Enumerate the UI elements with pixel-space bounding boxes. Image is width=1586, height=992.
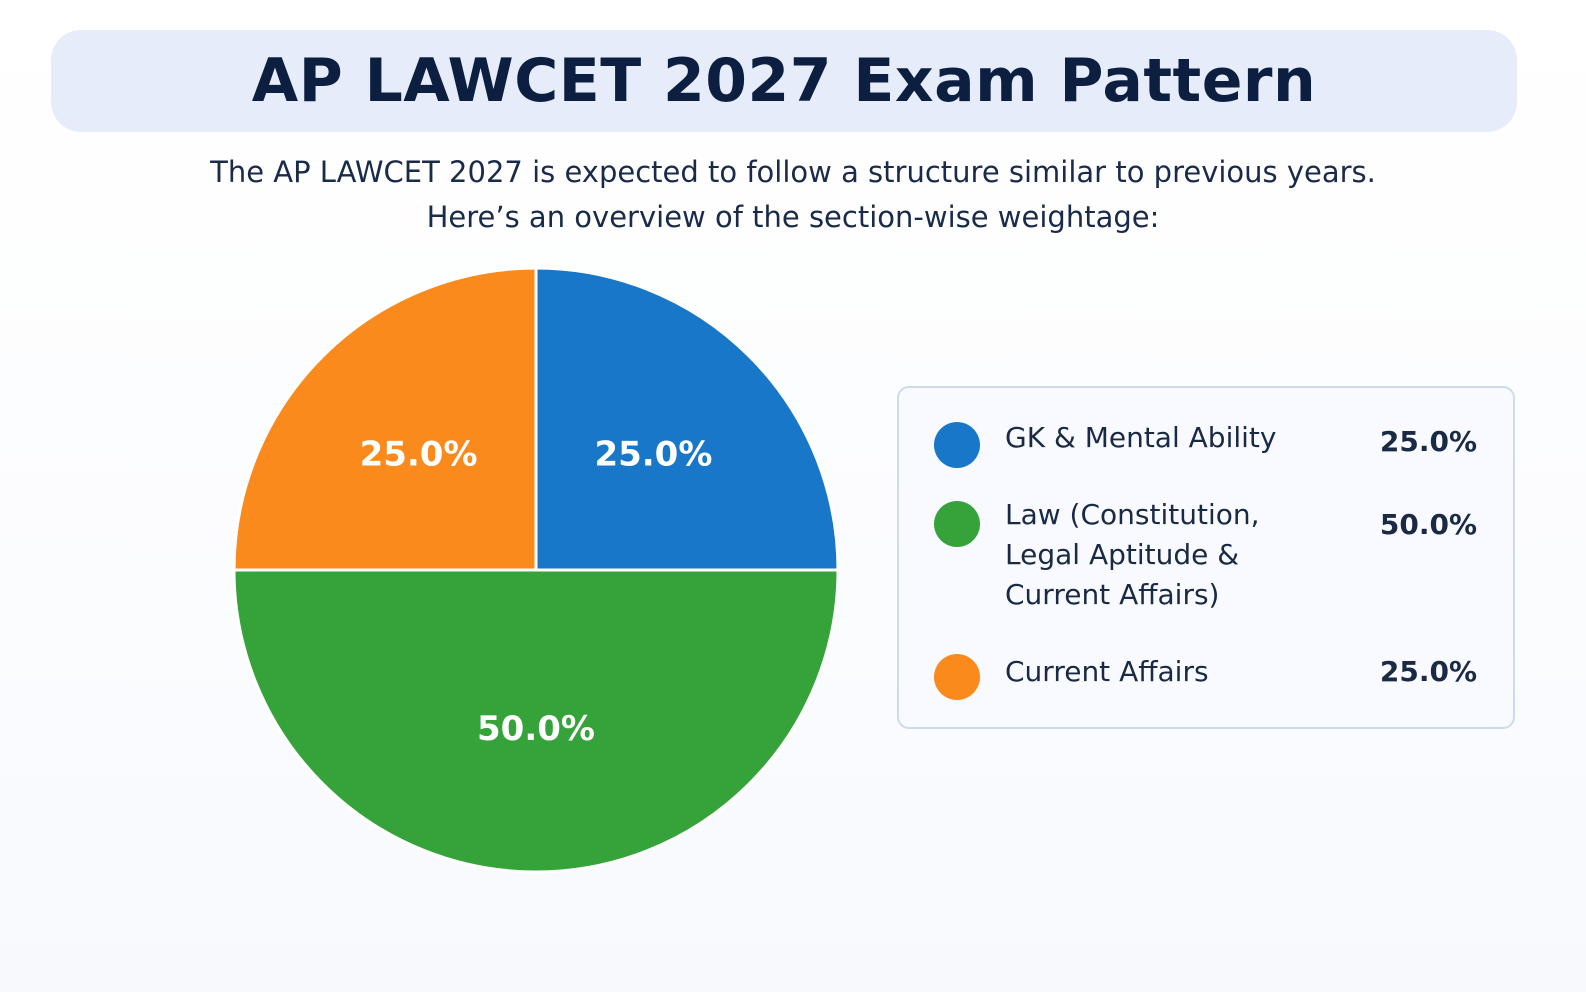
legend-value: 25.0% (1379, 425, 1477, 458)
legend-label-line: Law (Constitution, (1005, 498, 1260, 531)
legend-label: Law (Constitution, Legal Aptitude & Curr… (1005, 495, 1325, 615)
subtitle: The AP LAWCET 2027 is expected to follow… (0, 150, 1586, 240)
legend-label-line: GK & Mental Ability (1005, 421, 1277, 454)
chart-legend: GK & Mental Ability 25.0% Law (Constitut… (897, 386, 1515, 729)
pie-slice-label: 25.0% (360, 435, 478, 475)
subtitle-line-2: Here’s an overview of the section-wise w… (426, 200, 1160, 234)
legend-label-line: Current Affairs) (1005, 578, 1220, 611)
legend-label-line: Current Affairs (1005, 655, 1209, 688)
page-title: AP LAWCET 2027 Exam Pattern (251, 46, 1317, 116)
subtitle-line-1: The AP LAWCET 2027 is expected to follow… (210, 155, 1376, 189)
legend-label: GK & Mental Ability (1005, 418, 1325, 458)
legend-label: Current Affairs (1005, 652, 1325, 692)
legend-value: 25.0% (1379, 655, 1477, 688)
pie-slice-gk-mental-ability (534, 266, 840, 572)
pie-slice-label: 50.0% (477, 709, 595, 749)
legend-swatch-green (934, 501, 980, 547)
title-banner: AP LAWCET 2027 Exam Pattern (51, 30, 1517, 132)
pie-slice-current-affairs (232, 266, 538, 572)
legend-value: 50.0% (1379, 508, 1477, 541)
legend-label-line: Legal Aptitude & (1005, 538, 1240, 571)
legend-swatch-orange (934, 654, 980, 700)
legend-swatch-blue (934, 422, 980, 468)
pie-slice-law (232, 568, 840, 874)
pie-slice-label: 25.0% (594, 435, 712, 475)
